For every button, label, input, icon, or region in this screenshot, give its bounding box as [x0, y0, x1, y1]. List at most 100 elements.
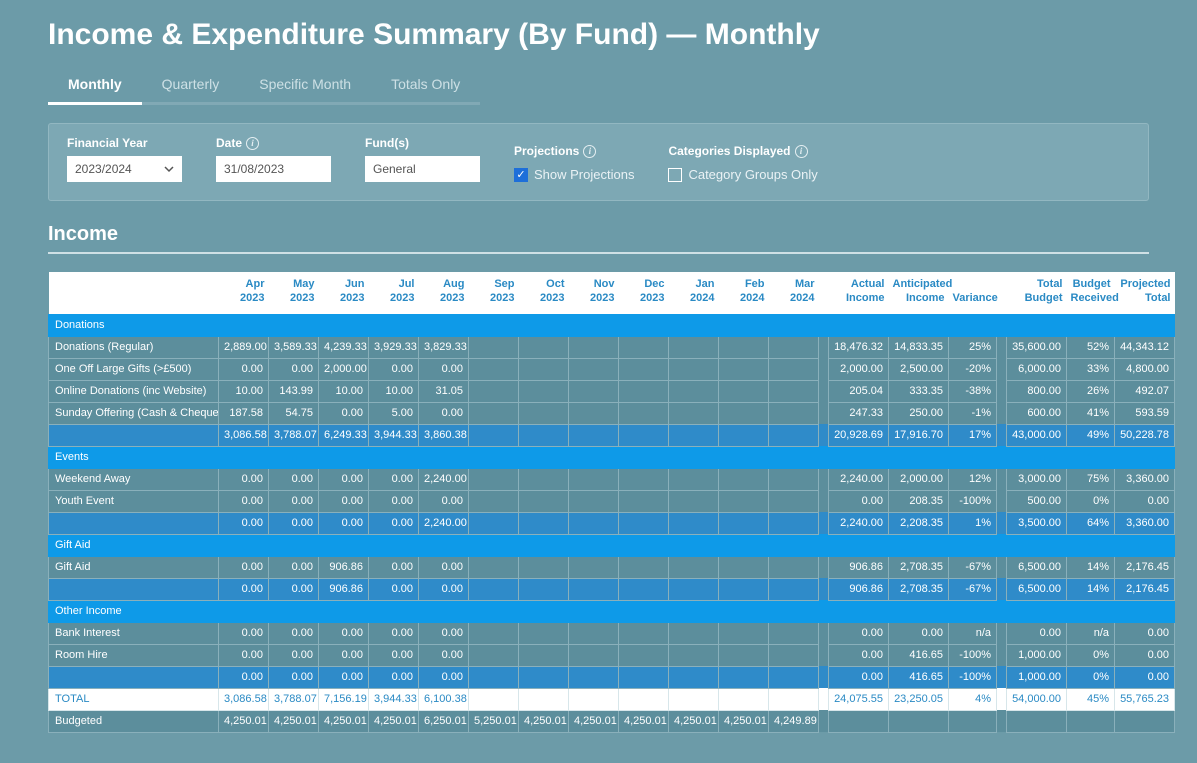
cell: 44,343.12	[1115, 336, 1175, 358]
group-header-cell: Gift Aid	[49, 534, 1175, 556]
cell	[997, 380, 1007, 402]
cell: 3,944.33	[369, 688, 419, 710]
section-title-income: Income	[48, 223, 1149, 254]
cell	[669, 468, 719, 490]
tab-specific-month[interactable]: Specific Month	[239, 68, 371, 105]
show-projections-checkbox[interactable]: ✓	[514, 168, 528, 182]
cell	[997, 402, 1007, 424]
cell	[619, 358, 669, 380]
info-icon[interactable]: i	[795, 145, 808, 158]
cell: 3,360.00	[1115, 512, 1175, 534]
category-groups-only-checkbox[interactable]	[668, 168, 682, 182]
cell: 33%	[1067, 358, 1115, 380]
cell	[519, 666, 569, 688]
cell: 3,788.07	[269, 424, 319, 446]
cell	[619, 402, 669, 424]
cell	[819, 556, 829, 578]
cell	[619, 490, 669, 512]
cell	[719, 468, 769, 490]
cell	[997, 688, 1007, 710]
cell: 205.04	[829, 380, 889, 402]
cell	[889, 710, 949, 732]
funds-value: General	[373, 162, 416, 176]
cell	[669, 358, 719, 380]
cell: 24,075.55	[829, 688, 889, 710]
cell	[619, 336, 669, 358]
cell: 0.00	[369, 490, 419, 512]
financial-year-select[interactable]: 2023/2024	[67, 156, 182, 182]
cell: 6,100.38	[419, 688, 469, 710]
cell	[669, 578, 719, 600]
table-row: Donations	[49, 314, 1175, 336]
cell: 0.00	[369, 468, 419, 490]
cell	[669, 512, 719, 534]
cell: 14%	[1067, 556, 1115, 578]
cell	[1007, 710, 1067, 732]
cell: 0.00	[829, 490, 889, 512]
cell	[519, 468, 569, 490]
table-row: Donations (Regular)2,889.003,589.334,239…	[49, 336, 1175, 358]
table-row: Gift Aid0.000.00906.860.000.00906.862,70…	[49, 556, 1175, 578]
cell	[519, 622, 569, 644]
cell: -1%	[949, 402, 997, 424]
cell: Gift Aid	[49, 556, 219, 578]
cell: 55,765.23	[1115, 688, 1175, 710]
cell: 6,500.00	[1007, 556, 1067, 578]
cell: 12%	[949, 468, 997, 490]
cell	[819, 710, 829, 732]
cell: 416.65	[889, 666, 949, 688]
cell	[569, 512, 619, 534]
projections-label-text: Projections	[514, 144, 579, 158]
tab-monthly[interactable]: Monthly	[48, 68, 142, 105]
cell	[519, 688, 569, 710]
cell	[769, 424, 819, 446]
column-header: Variance	[949, 272, 997, 314]
tab-totals-only[interactable]: Totals Only	[371, 68, 480, 105]
cell	[819, 402, 829, 424]
cell: 0.00	[369, 512, 419, 534]
cell	[949, 710, 997, 732]
show-projections-label: Show Projections	[534, 167, 634, 182]
tab-quarterly[interactable]: Quarterly	[142, 68, 240, 105]
date-input[interactable]: 31/08/2023	[216, 156, 331, 182]
cell	[819, 468, 829, 490]
cell	[719, 512, 769, 534]
cell: 50,228.78	[1115, 424, 1175, 446]
cell: 0.00	[1115, 490, 1175, 512]
cell	[669, 644, 719, 666]
cell: 10.00	[319, 380, 369, 402]
financial-year-value: 2023/2024	[75, 162, 132, 176]
cell	[469, 490, 519, 512]
cell	[719, 556, 769, 578]
cell: 416.65	[889, 644, 949, 666]
cell: 54.75	[269, 402, 319, 424]
cell	[569, 402, 619, 424]
cell: 333.35	[889, 380, 949, 402]
cell	[1067, 710, 1115, 732]
info-icon[interactable]: i	[246, 137, 259, 150]
tabs: MonthlyQuarterlySpecific MonthTotals Onl…	[48, 68, 1149, 105]
funds-input[interactable]: General	[365, 156, 480, 182]
cell: 3,829.33	[419, 336, 469, 358]
cell	[469, 380, 519, 402]
cell: 500.00	[1007, 490, 1067, 512]
cell: 208.35	[889, 490, 949, 512]
cell: 0.00	[369, 358, 419, 380]
cell	[669, 424, 719, 446]
date-value: 31/08/2023	[224, 162, 284, 176]
cell: 14,833.35	[889, 336, 949, 358]
cell	[669, 688, 719, 710]
cell: 0.00	[219, 622, 269, 644]
cell: 0.00	[269, 644, 319, 666]
column-header: Sep2023	[469, 272, 519, 314]
cell: -100%	[949, 666, 997, 688]
info-icon[interactable]: i	[583, 145, 596, 158]
cell: Sunday Offering (Cash & Cheques)	[49, 402, 219, 424]
cell: 143.99	[269, 380, 319, 402]
cell: 906.86	[829, 578, 889, 600]
cell: 0.00	[219, 644, 269, 666]
table-row: Online Donations (inc Website)10.00143.9…	[49, 380, 1175, 402]
column-header: Jan2024	[669, 272, 719, 314]
income-table: Apr2023May2023Jun2023Jul2023Aug2023Sep20…	[48, 272, 1175, 733]
column-header: Jun2023	[319, 272, 369, 314]
